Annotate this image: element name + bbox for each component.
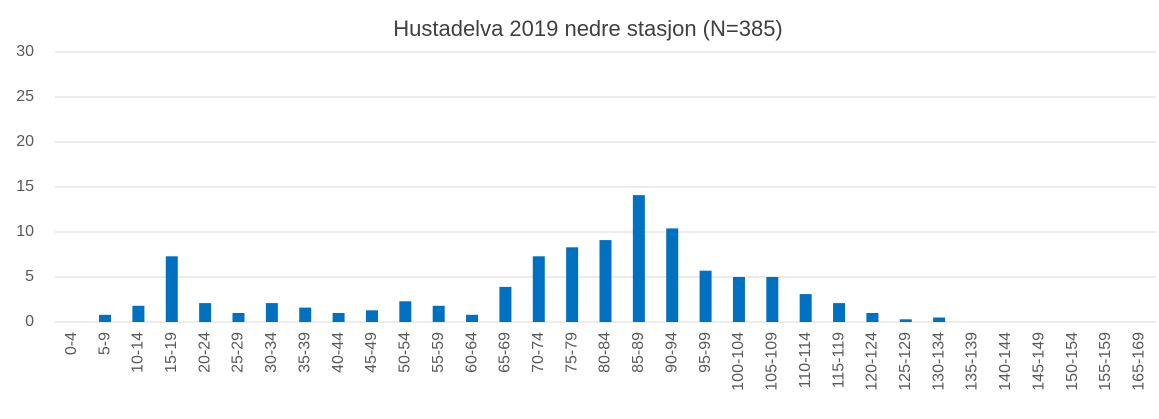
chart-title: Hustadelva 2019 nedre stasjon (N=385) xyxy=(393,16,783,41)
bar xyxy=(933,317,946,322)
bar xyxy=(132,305,145,322)
x-tick-label: 40-44 xyxy=(330,332,347,373)
x-tick-label: 100-104 xyxy=(730,332,747,391)
bar xyxy=(766,277,779,322)
x-tick-label: 15-19 xyxy=(163,332,180,373)
bar xyxy=(799,294,812,322)
bar xyxy=(399,301,412,322)
bar xyxy=(732,277,745,322)
bar xyxy=(566,247,579,322)
x-tick-label: 140-144 xyxy=(997,332,1014,391)
x-tick-label: 5-9 xyxy=(96,332,113,355)
x-tick-label: 55-59 xyxy=(430,332,447,373)
x-tick-label: 90-94 xyxy=(663,332,680,373)
x-tick-label: 50-54 xyxy=(397,332,414,373)
x-tick-label: 105-109 xyxy=(764,332,781,391)
x-tick-label: 115-119 xyxy=(830,332,847,388)
x-tick-label: 20-24 xyxy=(196,332,213,373)
bar xyxy=(532,256,545,322)
x-tick-label: 135-139 xyxy=(964,332,981,391)
bar xyxy=(165,256,178,322)
x-tick-label: 45-49 xyxy=(363,332,380,373)
x-tick-label: 80-84 xyxy=(597,332,614,373)
x-tick-label: 125-129 xyxy=(897,332,914,391)
x-tick-label: 150-154 xyxy=(1064,332,1081,391)
bar xyxy=(99,314,112,322)
y-tick-label: 15 xyxy=(16,178,34,195)
bar xyxy=(866,313,879,322)
y-tick-label: 25 xyxy=(16,88,34,105)
bar xyxy=(199,303,212,322)
bar xyxy=(265,303,278,322)
y-tick-label: 0 xyxy=(25,313,34,330)
bar xyxy=(666,228,679,322)
x-tick-label: 75-79 xyxy=(563,332,580,373)
bar xyxy=(299,307,312,322)
bar xyxy=(432,305,445,322)
bar xyxy=(499,286,512,322)
bar xyxy=(899,319,912,322)
x-tick-label: 165-169 xyxy=(1131,332,1148,391)
x-tick-label: 30-34 xyxy=(263,332,280,373)
bar xyxy=(632,195,645,322)
bar xyxy=(466,314,479,322)
x-tick-label: 155-159 xyxy=(1097,332,1114,391)
x-tick-label: 0-4 xyxy=(63,332,80,355)
x-tick-label: 70-74 xyxy=(530,332,547,373)
x-tick-label: 110-114 xyxy=(797,332,814,388)
x-tick-label: 130-134 xyxy=(930,332,947,391)
bar xyxy=(833,303,846,322)
x-tick-label: 65-69 xyxy=(497,332,514,373)
y-tick-label: 30 xyxy=(16,43,34,60)
x-tick-label: 10-14 xyxy=(130,332,147,373)
y-tick-label: 10 xyxy=(16,223,34,240)
x-tick-label: 35-39 xyxy=(296,332,313,373)
y-tick-label: 5 xyxy=(25,268,34,285)
bar xyxy=(332,313,345,322)
bar xyxy=(232,313,245,322)
x-tick-label: 95-99 xyxy=(697,332,714,373)
x-tick-label: 145-149 xyxy=(1030,332,1047,391)
x-tick-label: 60-64 xyxy=(463,332,480,373)
x-tick-label: 25-29 xyxy=(230,332,247,373)
bar xyxy=(365,310,378,322)
bar xyxy=(599,240,612,322)
bar xyxy=(699,270,712,322)
x-tick-label: 120-124 xyxy=(864,332,881,391)
y-tick-label: 20 xyxy=(16,133,34,150)
x-tick-label: 85-89 xyxy=(630,332,647,373)
